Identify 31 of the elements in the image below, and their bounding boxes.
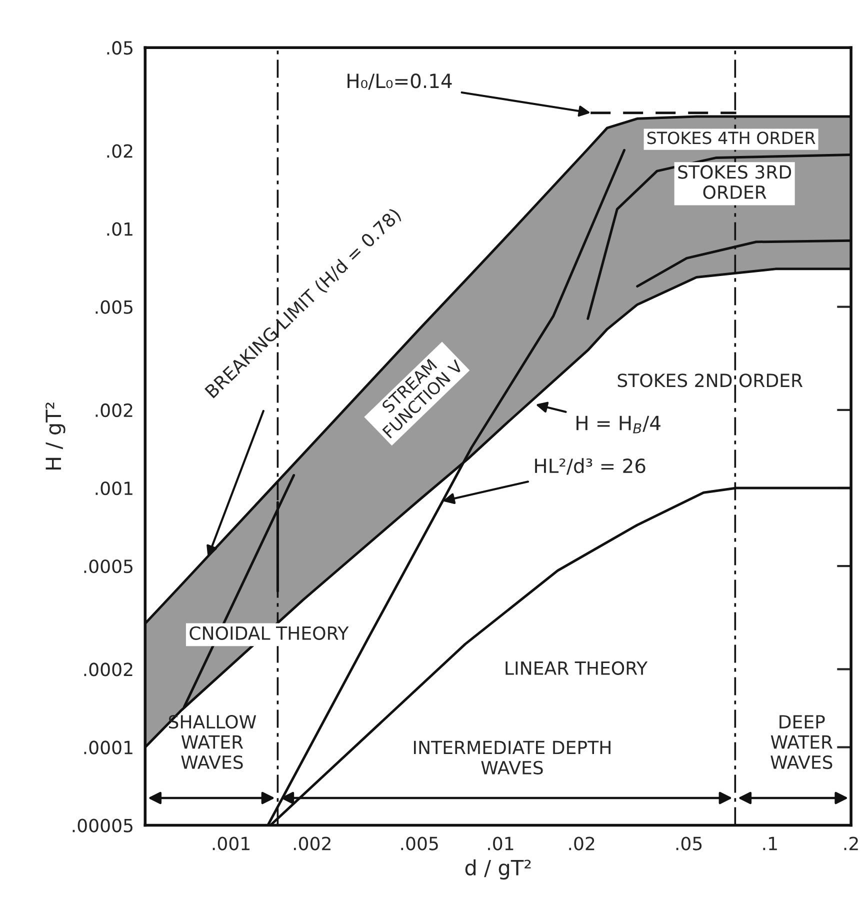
y-tick-label: .0002 xyxy=(84,662,132,676)
annotation: DEEP WATER WAVES xyxy=(770,715,833,770)
annotation: HL²/d³ = 26 xyxy=(535,458,646,475)
annotation: H₀/L₀=0.14 xyxy=(348,74,452,90)
annotation: STOKES 2ND ORDER xyxy=(618,374,803,388)
x-tick-label: .2 xyxy=(844,836,858,850)
annotation: STOKES 4TH ORDER xyxy=(647,132,816,144)
annotation: H = H$_{B}$/4 xyxy=(576,416,660,434)
annotation: INTERMEDIATE DEPTH WAVES xyxy=(414,740,610,775)
x-tick-label: .01 xyxy=(488,836,514,850)
x-tick-label: .001 xyxy=(212,836,250,850)
y-axis-title: H / gT² xyxy=(46,402,66,470)
x-axis-title: d / gT² xyxy=(465,859,531,880)
x-tick-label: .02 xyxy=(569,836,594,850)
x-tick-label: .002 xyxy=(294,836,330,850)
y-tick-label: .0001 xyxy=(84,740,132,754)
y-tick-label: .05 xyxy=(107,41,132,55)
x-tick-label: .05 xyxy=(676,836,702,850)
annotation: STOKES 3RD ORDER xyxy=(678,165,792,200)
x-tick-label: .005 xyxy=(401,836,438,850)
annotation: LINEAR THEORY xyxy=(506,661,648,675)
y-tick-label: .01 xyxy=(107,222,132,236)
y-tick-label: .0005 xyxy=(84,560,132,574)
x-tick-label: .1 xyxy=(763,836,777,850)
y-tick-label: .001 xyxy=(96,481,132,496)
annotation: CNOIDAL THEORY xyxy=(190,626,349,640)
y-tick-label: .005 xyxy=(96,300,132,314)
annotation: SHALLOW WATER WAVES xyxy=(168,714,256,770)
y-tick-label: .002 xyxy=(96,403,132,418)
y-tick-label: .02 xyxy=(107,144,132,158)
y-tick-label: .00005 xyxy=(72,818,132,832)
